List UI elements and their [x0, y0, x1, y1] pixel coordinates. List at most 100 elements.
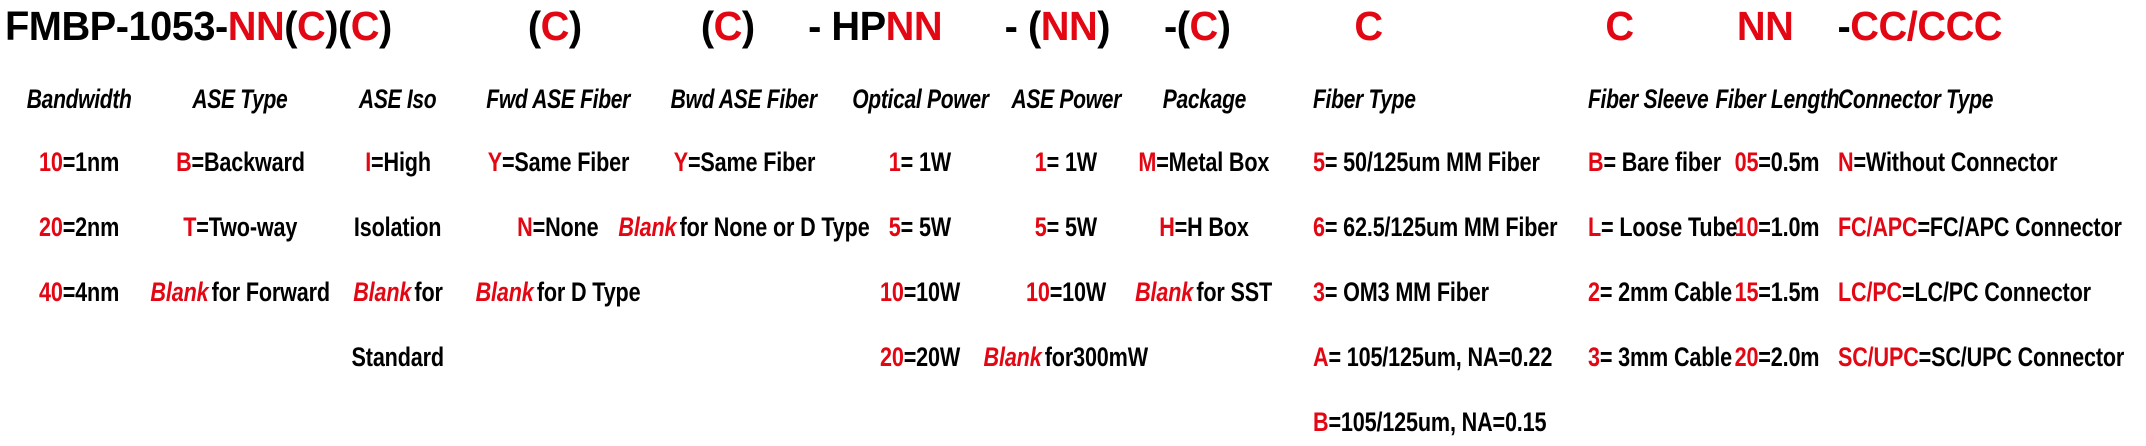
part-code-token-3-text: - HPNN: [808, 2, 943, 50]
code-value: C: [540, 3, 570, 49]
column-header-connector-type: Connector Type: [1838, 82, 2037, 116]
label-text: ASE Type: [192, 84, 288, 114]
fwd-ase-fiber-option-1-text: N=None: [517, 210, 598, 244]
code-value: NN: [1736, 3, 1794, 49]
package-option-1-text: H=H Box: [1159, 210, 1249, 244]
column-header-fiber-sleeve-text: Fiber Sleeve: [1588, 82, 1709, 116]
label-text: =Without Connector: [1853, 147, 2058, 177]
code-value: I: [365, 147, 372, 177]
label-text: ): [1217, 3, 1231, 49]
label-text: =2.0m: [1758, 342, 1820, 372]
column-header-ase-type-text: ASE Type: [192, 82, 287, 116]
label-text: = 105/125um, NA=0.22: [1328, 342, 1553, 372]
label-text: =LC/PC Connector: [1902, 277, 2091, 307]
code-value: 10: [1734, 212, 1759, 242]
label-text: Isolation: [354, 212, 442, 242]
fiber-sleeve-option-0-text: B= Bare fiber: [1588, 145, 1721, 179]
code-value: 2: [1588, 277, 1600, 307]
code-value: 20: [879, 342, 904, 372]
connector-type-option-0: N=Without Connector: [1838, 145, 2112, 179]
column-header-bwd-ase-fiber-text: Bwd ASE Fiber: [671, 82, 817, 116]
label-text: = 5W: [1046, 212, 1098, 242]
part-code-token-2-text: (C): [701, 2, 755, 50]
connector-type-option-3: SC/UPC=SC/UPC Connector: [1838, 340, 2146, 374]
label-text: for D Type: [536, 277, 641, 307]
part-code-token-8-text: NN: [1736, 2, 1794, 50]
column-header-ase-iso-text: ASE Iso: [359, 82, 437, 116]
label-text: =2nm: [62, 212, 120, 242]
code-value: 10: [38, 147, 63, 177]
blank-keyword: Blank: [150, 277, 209, 307]
bandwidth-option-2-text: 40=4nm: [39, 275, 119, 309]
code-value: 3: [1588, 342, 1600, 372]
fiber-type-option-3: A= 105/125um, NA=0.22: [1313, 340, 1612, 374]
label-text: - (: [1004, 3, 1041, 49]
code-value: A: [1313, 342, 1329, 372]
code-value: 5: [1313, 147, 1325, 177]
label-text: ASE Power: [1011, 84, 1121, 114]
label-text: = 1W: [1046, 147, 1098, 177]
optical-power-option-1-text: 5= 5W: [889, 210, 951, 244]
label-text: =1nm: [62, 147, 120, 177]
code-value: Y: [487, 147, 502, 177]
code-value: NN: [1040, 3, 1097, 49]
ase-type-option-2-text: Blank for Forward: [150, 275, 330, 309]
code-value: B: [1588, 147, 1604, 177]
label-text: FMBP-1053-: [5, 3, 228, 49]
code-value: B: [175, 147, 192, 177]
label-text: = Loose Tube: [1601, 212, 1738, 242]
label-text: for300mW: [1045, 342, 1149, 372]
label-text: for Forward: [211, 277, 330, 307]
connector-type-option-3-text: SC/UPC=SC/UPC Connector: [1838, 340, 2124, 374]
label-text: =1.0m: [1758, 212, 1820, 242]
label-text: Fiber Type: [1313, 84, 1416, 114]
label-text: (: [528, 3, 541, 49]
fiber-type-option-0-text: 5= 50/125um MM Fiber: [1313, 145, 1540, 179]
code-value: 3: [1313, 277, 1325, 307]
column-header-package-text: Package: [1162, 82, 1246, 116]
column-header-fiber-length-text: Fiber Length: [1715, 82, 1839, 116]
blank-keyword: Blank: [475, 277, 534, 307]
label-text: =105/125um, NA=0.15: [1328, 407, 1547, 437]
label-text: =FC/APC Connector: [1917, 212, 2122, 242]
label-text: =Same Fiber: [687, 147, 815, 177]
blank-keyword: Blank: [353, 277, 412, 307]
part-code-token-6-text: C: [1355, 2, 1384, 50]
ase-power-option-0-text: 1= 1W: [1035, 145, 1097, 179]
code-value: 1: [888, 147, 901, 177]
optical-power-option-3-text: 20=20W: [880, 340, 960, 374]
code-value: NN: [227, 3, 285, 49]
connector-type-option-2-text: LC/PC=LC/PC Connector: [1838, 275, 2091, 309]
column-header-fiber-sleeve: Fiber Sleeve: [1588, 82, 1742, 116]
bandwidth-option-0-text: 10=1nm: [39, 145, 119, 179]
code-value: C: [350, 3, 380, 49]
fwd-ase-fiber-option-0-text: Y=Same Fiber: [487, 145, 629, 179]
code-value: L: [1588, 212, 1602, 242]
fiber-type-option-0: 5= 50/125um MM Fiber: [1313, 145, 1596, 179]
blank-keyword: Blank: [1135, 277, 1194, 307]
label-text: = 62.5/125um MM Fiber: [1324, 212, 1558, 242]
fiber-length-option-2-text: 15=1.5m: [1735, 275, 1820, 309]
part-code-token-4-text: - (NN): [1004, 2, 1110, 50]
label-text: for None or D Type: [679, 212, 870, 242]
code-value: SC/UPC: [1838, 342, 1919, 372]
bandwidth-option-1-text: 20=2nm: [39, 210, 119, 244]
code-value: 5: [1034, 212, 1047, 242]
fiber-sleeve-option-1: L= Loose Tube: [1588, 210, 1775, 244]
label-text: = 3mm Cable: [1599, 342, 1732, 372]
code-value: FC/APC: [1838, 212, 1918, 242]
label-text: = 2mm Cable: [1599, 277, 1732, 307]
code-value: 40: [38, 277, 63, 307]
part-code-token-9-text: -CC/CCC: [1838, 2, 2003, 50]
code-value: 05: [1734, 147, 1759, 177]
label-text: (: [701, 3, 714, 49]
fiber-length-option-3-text: 20=2.0m: [1735, 340, 1820, 374]
fiber-type-option-1: 6= 62.5/125um MM Fiber: [1313, 210, 1619, 244]
blank-keyword: Blank: [618, 212, 677, 242]
label-text: ): [1096, 3, 1110, 49]
code-value: Y: [673, 147, 688, 177]
fiber-type-option-4: B=105/125um, NA=0.15: [1313, 405, 1605, 439]
code-value: C: [297, 3, 326, 49]
label-text: ): [569, 3, 582, 49]
